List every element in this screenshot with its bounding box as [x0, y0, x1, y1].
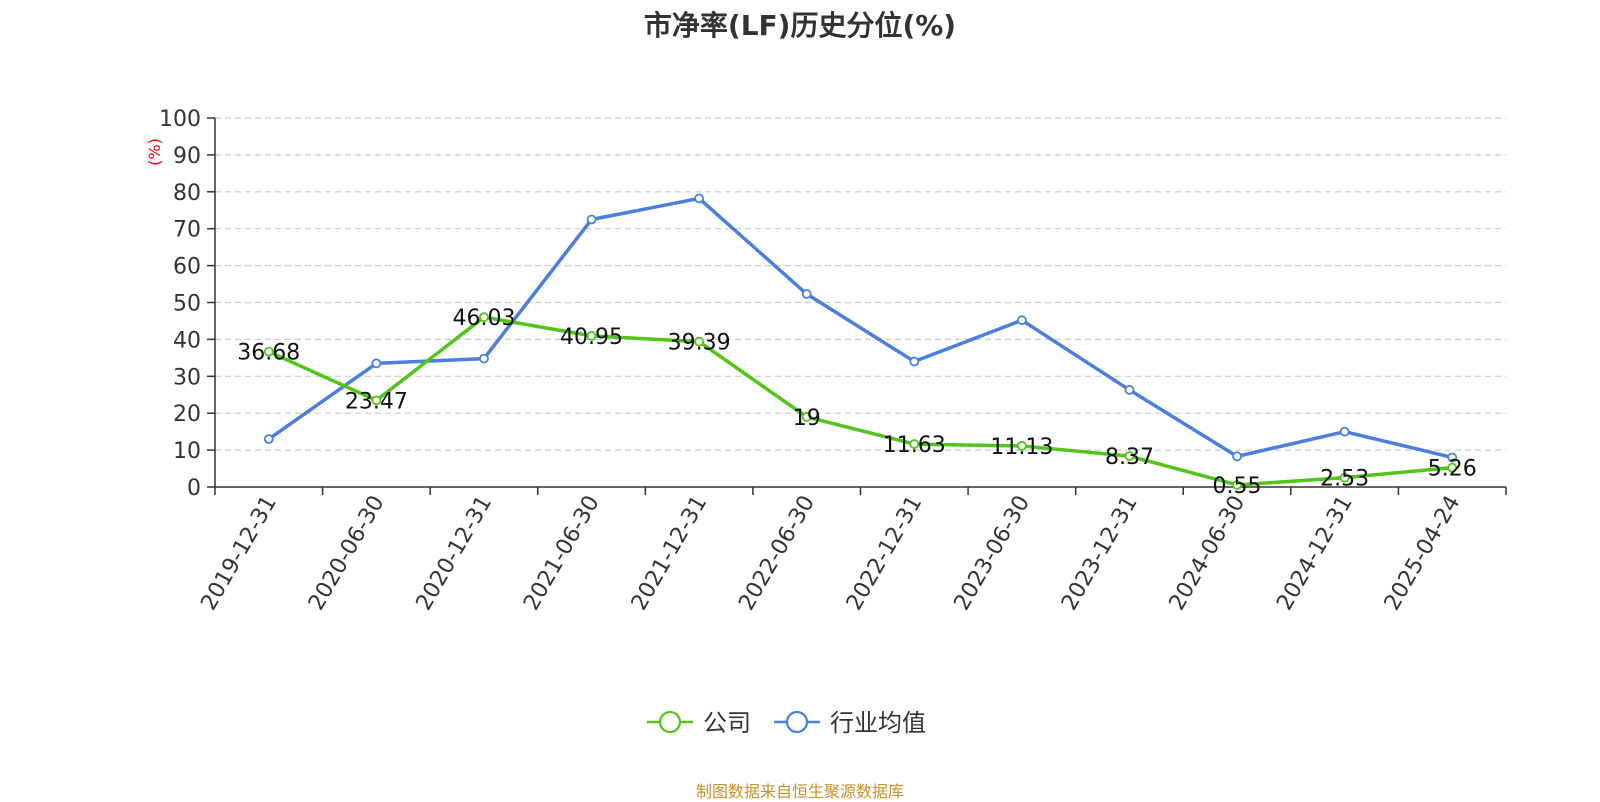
x-tick-label: 2025-04-24 [1380, 492, 1466, 615]
data-point [909, 439, 920, 449]
y-tick-label: 40 [173, 328, 201, 353]
y-tick-label: 50 [173, 292, 201, 317]
chart-title: 市净率(LF)历史分位(%) [643, 9, 957, 42]
data-label: 23.47 [345, 389, 408, 414]
data-point [801, 411, 812, 422]
source-note: 制图数据来自恒生聚源数据库 [695, 782, 904, 801]
data-label: 19 [793, 406, 821, 431]
data-point [1339, 426, 1350, 437]
data-point [263, 346, 274, 357]
y-tick-label: 20 [173, 402, 201, 427]
data-point [479, 312, 489, 323]
x-tick-label: 2023-12-31 [1057, 492, 1143, 615]
x-tick-label: 2021-06-30 [519, 492, 605, 615]
y-tick-label: 30 [173, 365, 201, 390]
x-tick-label: 2021-12-31 [627, 492, 713, 615]
series-line-公司 [268, 315, 1453, 487]
series-line-行业均值 [267, 196, 1453, 460]
axes [207, 117, 1507, 495]
data-point [1016, 315, 1027, 326]
y-axis-unit-label: (%) [145, 138, 164, 166]
legend-marker [785, 710, 809, 734]
data-point [694, 336, 705, 347]
y-tick-label: 100 [159, 107, 201, 132]
y-tick-label: 70 [173, 218, 201, 243]
data-point [1124, 451, 1135, 462]
data-label: 5.26 [1428, 457, 1477, 482]
data-label: 40.95 [560, 325, 623, 350]
gridlines [215, 117, 1506, 451]
y-tick-label: 10 [173, 439, 201, 464]
data-label: 39.39 [668, 331, 731, 356]
x-tick-label: 2020-12-31 [412, 492, 498, 615]
data-label: 11.63 [883, 433, 946, 458]
x-tick-label: 2024-06-30 [1165, 492, 1251, 615]
legend-marker [658, 710, 682, 734]
legend-item: 公司 [647, 709, 751, 737]
data-point [1447, 462, 1458, 473]
x-tick-label: 2023-06-30 [949, 492, 1035, 615]
data-point [586, 214, 597, 225]
data-point [1339, 472, 1350, 483]
data-point [371, 358, 382, 369]
data-point [1232, 451, 1242, 462]
legend-item: 行业均值 [774, 709, 926, 737]
data-label: 11.13 [990, 435, 1053, 460]
data-point [1232, 480, 1242, 490]
x-tick-labels: 2019-12-31 2020-06-30 2020-12-31 2021-06-30… [196, 492, 1465, 615]
data-label: 8.37 [1105, 445, 1154, 470]
data-point [1124, 385, 1135, 395]
y-tick-label: 80 [173, 181, 201, 206]
data-label: 0.55 [1213, 474, 1262, 499]
x-tick-label: 2019-12-31 [196, 492, 282, 615]
data-label: 46.03 [452, 306, 515, 331]
legend: 公司 行业均值 [647, 709, 926, 737]
x-tick-label: 2022-12-31 [842, 492, 928, 615]
x-tick-label: 2024-12-31 [1272, 492, 1358, 615]
data-point [1016, 441, 1027, 451]
data-point [263, 434, 274, 444]
data-point [694, 193, 705, 204]
legend-label: 公司 [703, 709, 751, 737]
data-point [1447, 452, 1458, 463]
series-layer [263, 193, 1458, 490]
data-point [909, 356, 920, 367]
data-label: 36.68 [237, 341, 300, 366]
x-tick-label: 2022-06-30 [734, 492, 820, 615]
data-point [801, 289, 812, 299]
y-tick-label: 0 [187, 476, 201, 501]
legend-label: 行业均值 [830, 709, 926, 737]
data-point [371, 395, 382, 406]
data-labels: 36.68 23.47 46.03 40.95 39.39 19 11.63 11.13 8.3… [237, 306, 1476, 499]
x-tick-label: 2020-06-30 [304, 492, 390, 615]
y-tick-labels: 0 10 20 30 40 50 60 70 80 90 100 [159, 107, 201, 501]
data-point [586, 330, 597, 341]
data-point [479, 353, 489, 364]
y-tick-label: 90 [173, 144, 201, 169]
y-tick-label: 60 [173, 255, 201, 280]
data-label: 2.53 [1320, 467, 1369, 492]
